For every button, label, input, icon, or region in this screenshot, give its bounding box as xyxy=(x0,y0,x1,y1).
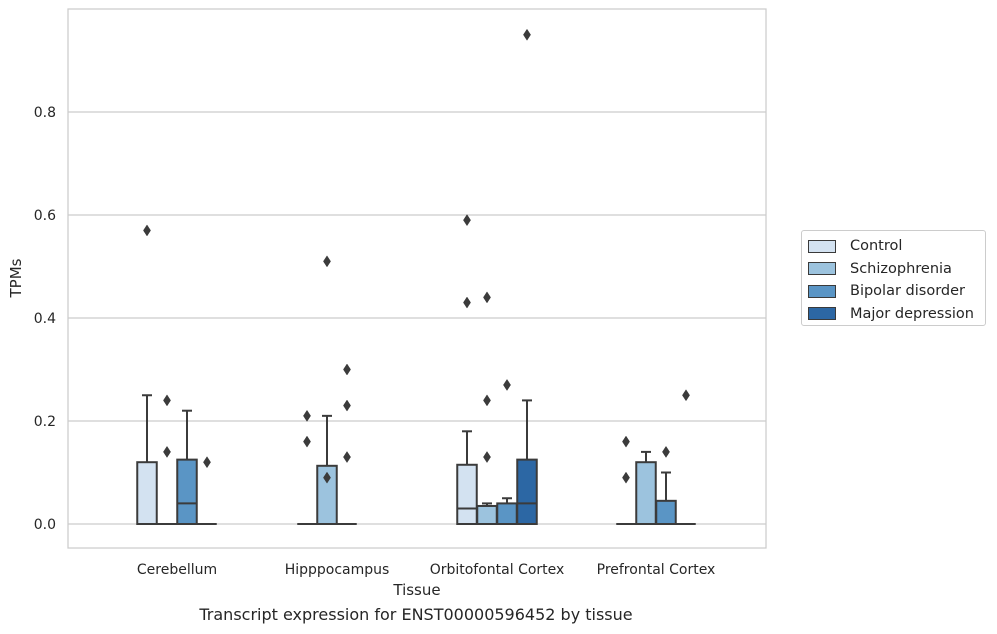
legend-label: Major depression xyxy=(850,305,974,322)
outlier-point xyxy=(463,296,471,309)
legend-label: Schizophrenia xyxy=(850,260,952,277)
x-tick-label: Orbitofontal Cortex xyxy=(430,562,565,578)
legend-swatch xyxy=(808,307,836,321)
legend-item: Control xyxy=(808,235,979,258)
box xyxy=(655,499,677,526)
outlier-point xyxy=(682,389,690,402)
outlier-point xyxy=(143,224,151,237)
y-tick-label: 0.0 xyxy=(34,517,56,533)
box-group xyxy=(476,291,498,526)
box xyxy=(176,458,198,525)
outlier-point xyxy=(483,451,491,464)
plot-area-frame xyxy=(67,8,767,549)
outlier-point xyxy=(343,451,351,464)
legend-label: Bipolar disorder xyxy=(850,283,965,300)
box xyxy=(476,504,498,526)
box xyxy=(516,458,538,525)
legend-item: Major depression xyxy=(808,303,979,326)
outlier-point xyxy=(343,363,351,376)
outlier-point xyxy=(622,435,630,448)
outlier-point xyxy=(463,214,471,227)
box-group xyxy=(316,255,338,525)
box-group xyxy=(136,224,158,526)
y-axis-label: TPMs xyxy=(7,258,25,298)
gridlines xyxy=(68,111,766,525)
outlier-point xyxy=(323,471,331,484)
legend-swatch xyxy=(808,239,836,253)
outlier-point xyxy=(163,445,171,458)
y-tick-label: 0.8 xyxy=(34,105,56,121)
outlier-point xyxy=(343,399,351,412)
legend-item: Schizophrenia xyxy=(808,258,979,281)
box-group xyxy=(635,450,657,526)
box-group xyxy=(297,409,317,525)
outlier-point xyxy=(503,378,511,391)
box xyxy=(136,461,158,526)
boxes xyxy=(136,28,696,526)
x-tick-label: Cerebellum xyxy=(137,562,217,578)
x-tick-label: Hipppocampus xyxy=(285,562,390,578)
box-group xyxy=(157,394,177,525)
x-axis-label: Tissue xyxy=(392,581,440,599)
outlier-point xyxy=(483,291,491,304)
x-axis-ticks: Cerebellum Hipppocampus Orbitofontal Corte… xyxy=(137,562,715,578)
legend-item: Bipolar disorder xyxy=(808,280,979,303)
box-group xyxy=(176,409,198,525)
box-group xyxy=(456,214,478,525)
box-group xyxy=(197,456,217,525)
chart-caption: Transcript expression for ENST0000059645… xyxy=(199,605,633,624)
outlier-point xyxy=(323,255,331,268)
box-group xyxy=(496,378,518,525)
box-group xyxy=(616,435,636,525)
legend-swatch xyxy=(808,284,836,298)
outlier-point xyxy=(303,409,311,422)
box-group xyxy=(337,363,357,525)
outlier-point xyxy=(303,435,311,448)
legend: Control Schizophrenia Bipolar disorder Majo… xyxy=(801,230,986,326)
legend-label: Control xyxy=(850,238,903,255)
box xyxy=(496,502,518,525)
outlier-point xyxy=(163,394,171,407)
y-tick-label: 0.2 xyxy=(34,414,56,430)
box-group xyxy=(655,445,677,526)
outlier-point xyxy=(203,456,211,469)
y-tick-label: 0.6 xyxy=(34,208,56,224)
box-group xyxy=(516,28,538,525)
outlier-point xyxy=(523,28,531,41)
outlier-point xyxy=(483,394,491,407)
x-tick-label: Prefrontal Cortex xyxy=(597,562,716,578)
y-axis-ticks: 0.0 0.2 0.4 0.6 0.8 xyxy=(34,105,56,533)
box xyxy=(456,463,478,525)
outlier-point xyxy=(662,445,670,458)
outlier-point xyxy=(622,471,630,484)
y-tick-label: 0.4 xyxy=(34,311,56,327)
box xyxy=(635,461,657,526)
legend-swatch xyxy=(808,262,836,276)
box-group xyxy=(676,389,696,525)
